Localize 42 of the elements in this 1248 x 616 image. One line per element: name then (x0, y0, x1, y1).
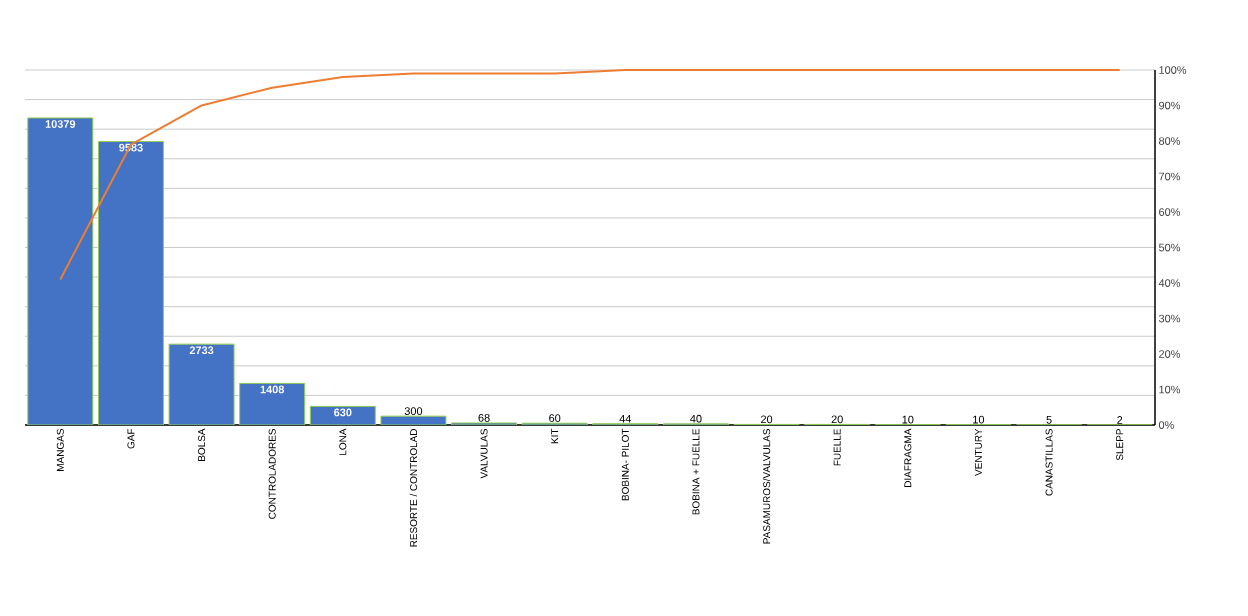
data-label: 60 (549, 414, 561, 423)
y2-tick-label: 50% (1158, 243, 1181, 252)
data-label: 2 (1117, 416, 1123, 424)
data-label: 1408 (260, 385, 285, 394)
x-tick-label: CANASTILLAS (1045, 428, 1053, 496)
x-tick-label: BOLSA (198, 428, 206, 461)
x-tick-label: VALVULAS (480, 428, 488, 479)
x-tick-label: DIAFRAGMA (904, 428, 912, 487)
x-tick-label: BOBINA- PILOT (621, 428, 629, 501)
y2-tick-label: 0% (1158, 421, 1174, 429)
data-label: 10379 (45, 120, 76, 128)
data-label: 10 (973, 415, 985, 424)
data-label: 40 (690, 414, 702, 423)
y2-tick-label: 100% (1159, 66, 1187, 74)
data-label: 10 (902, 415, 914, 424)
y2-tick-label: 10% (1159, 385, 1181, 394)
y2-tick-label: 80% (1158, 137, 1181, 145)
y2-tick-label: 70% (1159, 172, 1181, 181)
y2-tick-label: 30% (1158, 314, 1181, 323)
data-label: 44 (619, 414, 632, 423)
y2-tick-label: 40% (1158, 279, 1181, 287)
x-tick-label: SLEPP (1116, 429, 1124, 461)
data-label: 630 (334, 408, 352, 417)
x-tick-label: VENTURY (974, 428, 982, 476)
y2-tick-label: 60% (1159, 208, 1181, 216)
x-tick-label: PASAMUROS/VALVULAS (762, 428, 771, 544)
data-label: 20 (761, 415, 773, 424)
x-tick-label: LONA (339, 428, 347, 455)
data-label: 5 (1046, 416, 1052, 424)
data-label: 2733 (189, 346, 214, 355)
y2-tick-label: 20% (1159, 350, 1181, 358)
data-label: 300 (404, 407, 423, 415)
x-tick-label: GAF (127, 428, 135, 449)
x-tick-label: CONTROLADORES (268, 428, 276, 519)
x-tick-label: FUELLE (833, 428, 841, 466)
y2-tick-label: 90% (1159, 101, 1181, 110)
x-tick-label: BOBINA + FUELLE (692, 428, 700, 515)
data-label: 68 (478, 414, 490, 422)
data-label: 20 (831, 415, 843, 424)
x-tick-label: MANGAS (56, 428, 64, 471)
x-tick-label: KIT (551, 428, 559, 444)
x-tick-label: RESORTE / CONTROLAD (409, 429, 418, 547)
